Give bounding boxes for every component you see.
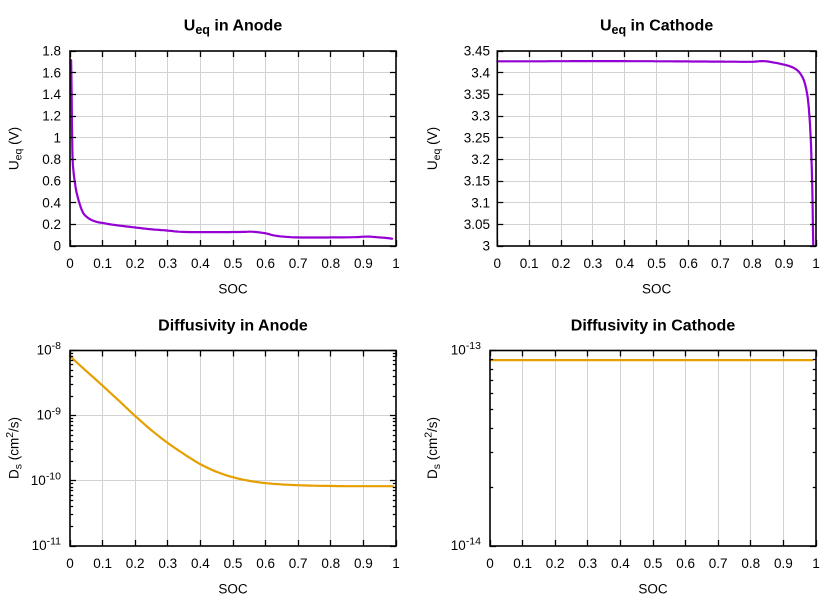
svg-text:0.6: 0.6	[42, 174, 61, 189]
svg-text:0: 0	[494, 256, 502, 271]
svg-text:Ds (cm2/s): Ds (cm2/s)	[423, 417, 444, 479]
svg-text:1.4: 1.4	[42, 87, 61, 102]
svg-text:1.2: 1.2	[42, 109, 61, 124]
svg-text:0.7: 0.7	[289, 256, 308, 271]
svg-text:SOC: SOC	[218, 582, 248, 597]
svg-text:0.6: 0.6	[256, 556, 275, 571]
svg-text:1: 1	[392, 256, 400, 271]
svg-text:3.3: 3.3	[471, 109, 490, 124]
svg-text:3.35: 3.35	[464, 87, 490, 102]
svg-text:0.5: 0.5	[224, 556, 243, 571]
svg-text:3.25: 3.25	[464, 130, 490, 145]
svg-text:Ueq in Anode: Ueq in Anode	[184, 18, 283, 38]
svg-text:0.8: 0.8	[321, 556, 340, 571]
svg-text:0.4: 0.4	[615, 256, 634, 271]
svg-text:0.2: 0.2	[126, 256, 145, 271]
svg-text:0.1: 0.1	[513, 556, 532, 571]
svg-text:0.4: 0.4	[42, 195, 61, 210]
svg-text:0.2: 0.2	[42, 217, 61, 232]
svg-text:SOC: SOC	[218, 282, 248, 297]
svg-text:1: 1	[53, 130, 61, 145]
svg-text:0.2: 0.2	[552, 256, 571, 271]
svg-text:3.15: 3.15	[464, 174, 490, 189]
svg-text:0.3: 0.3	[158, 256, 177, 271]
svg-text:0.7: 0.7	[711, 256, 730, 271]
svg-text:Diffusivity in Anode: Diffusivity in Anode	[158, 318, 308, 335]
svg-text:1: 1	[812, 256, 820, 271]
svg-text:Diffusivity in Cathode: Diffusivity in Cathode	[571, 318, 736, 335]
svg-text:1.8: 1.8	[42, 44, 61, 59]
svg-text:0.2: 0.2	[126, 556, 145, 571]
svg-text:3.4: 3.4	[471, 65, 490, 80]
svg-text:0.2: 0.2	[546, 556, 565, 571]
svg-text:0.3: 0.3	[158, 556, 177, 571]
svg-text:0.6: 0.6	[256, 256, 275, 271]
svg-text:0: 0	[53, 239, 61, 254]
svg-text:0.8: 0.8	[321, 256, 340, 271]
svg-text:0: 0	[486, 556, 494, 571]
svg-text:0.8: 0.8	[743, 256, 762, 271]
svg-text:0.5: 0.5	[224, 256, 243, 271]
svg-text:1: 1	[812, 556, 820, 571]
svg-text:3.45: 3.45	[464, 44, 490, 59]
svg-text:0.7: 0.7	[709, 556, 728, 571]
svg-text:0.6: 0.6	[679, 256, 698, 271]
svg-text:0.9: 0.9	[354, 556, 373, 571]
svg-text:0: 0	[66, 556, 74, 571]
svg-text:Ds (cm2/s): Ds (cm2/s)	[4, 417, 25, 479]
svg-text:3.1: 3.1	[471, 195, 490, 210]
svg-text:0.8: 0.8	[42, 152, 61, 167]
svg-text:0.3: 0.3	[578, 556, 597, 571]
svg-text:0.9: 0.9	[775, 256, 794, 271]
svg-text:0: 0	[66, 256, 74, 271]
svg-text:0.9: 0.9	[354, 256, 373, 271]
svg-text:1.6: 1.6	[42, 65, 61, 80]
svg-text:0.4: 0.4	[611, 556, 630, 571]
svg-text:0.5: 0.5	[644, 556, 663, 571]
svg-text:3: 3	[482, 239, 490, 254]
svg-text:0.9: 0.9	[774, 556, 793, 571]
svg-text:0.6: 0.6	[676, 556, 695, 571]
svg-text:0.1: 0.1	[93, 256, 112, 271]
svg-text:0.1: 0.1	[93, 556, 112, 571]
svg-text:0.7: 0.7	[289, 556, 308, 571]
svg-text:SOC: SOC	[642, 282, 672, 297]
svg-text:SOC: SOC	[638, 582, 668, 597]
svg-text:1: 1	[392, 556, 400, 571]
svg-text:0.1: 0.1	[520, 256, 539, 271]
svg-text:Ueq in Cathode: Ueq in Cathode	[600, 18, 713, 38]
svg-text:3.05: 3.05	[464, 217, 490, 232]
svg-text:0.8: 0.8	[741, 556, 760, 571]
svg-text:0.4: 0.4	[191, 256, 210, 271]
svg-text:0.4: 0.4	[191, 556, 210, 571]
svg-text:0.3: 0.3	[584, 256, 603, 271]
svg-text:0.5: 0.5	[647, 256, 666, 271]
svg-text:3.2: 3.2	[471, 152, 490, 167]
